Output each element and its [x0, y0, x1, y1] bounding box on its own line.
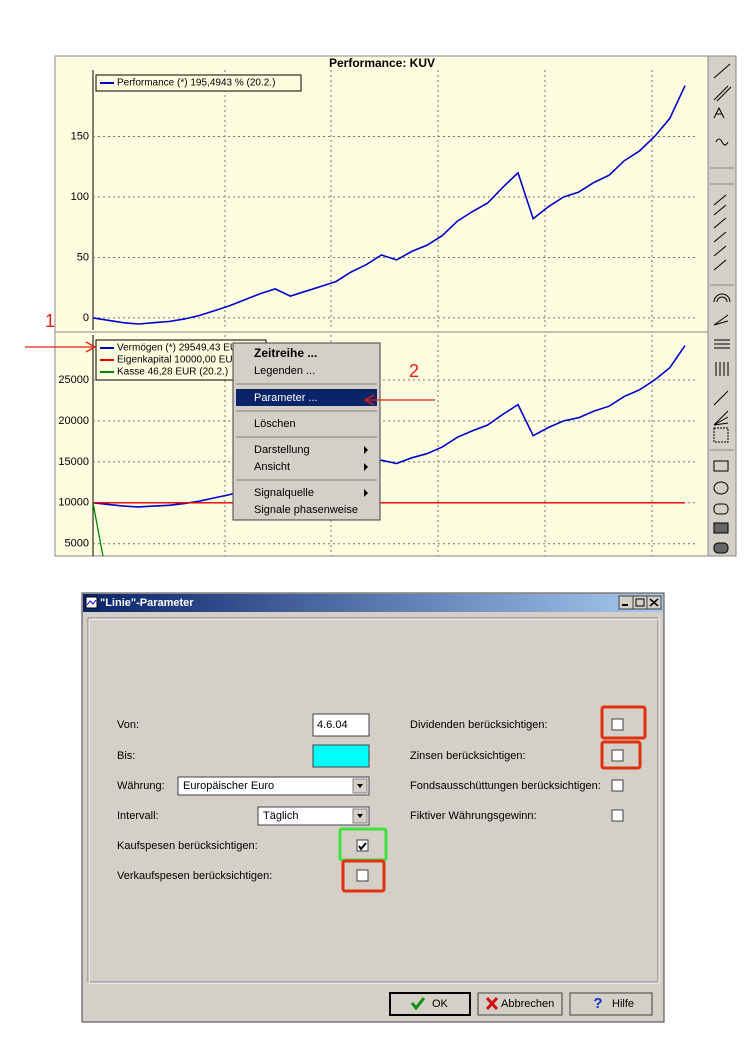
- checkbox-label: Dividenden berücksichtigen:: [410, 719, 548, 731]
- button[interactable]: OK: [389, 992, 471, 1016]
- menu-item[interactable]: Ansicht: [254, 461, 290, 473]
- checkbox[interactable]: [356, 839, 369, 852]
- legend: Performance (*) 195,4943 % (20.2.): [95, 74, 302, 92]
- dialog: "Linie"-Parameter Von: 4.6.04 Bis: Währu…: [81, 592, 665, 1023]
- y-tick-label: 15000: [58, 456, 89, 468]
- checkbox[interactable]: [611, 718, 624, 731]
- select[interactable]: [177, 776, 370, 796]
- checkbox-label: Zinsen berücksichtigen:: [410, 750, 526, 762]
- select[interactable]: [257, 806, 370, 826]
- date-input[interactable]: [312, 713, 370, 737]
- legend-label: Performance (*) 195,4943 % (20.2.): [117, 78, 275, 89]
- annotation-number: 2: [409, 361, 419, 381]
- checkbox-label: Verkaufspesen berücksichtigen:: [117, 870, 272, 882]
- checkbox-label: Fiktiver Währungsgewinn:: [410, 810, 537, 822]
- field-label: Bis:: [117, 750, 135, 762]
- checkbox-label: Fondsausschüttungen berücksichtigen:: [410, 780, 601, 792]
- checkbox[interactable]: [611, 749, 624, 762]
- date-input[interactable]: [312, 744, 370, 768]
- chart-window: [54, 55, 709, 557]
- context-menu: Zeitreihe ... Legenden ... Parameter ...…: [232, 342, 381, 521]
- y-tick-label: 150: [71, 130, 89, 142]
- checkboxes: Kaufspesen berücksichtigen: Verkaufspesen…: [117, 718, 624, 882]
- button-label: Abbrechen: [501, 998, 554, 1010]
- menu-item[interactable]: Legenden ...: [254, 365, 315, 377]
- checkbox[interactable]: [356, 869, 369, 882]
- button-label: OK: [432, 998, 449, 1010]
- field-label: Intervall:: [117, 810, 159, 822]
- legend-label: Vermögen (*) 29549,43 EUR (20.2.): [117, 343, 276, 354]
- menu-item-highlighted[interactable]: Parameter ...: [254, 392, 318, 404]
- legend-label: Kasse 46,28 EUR (20.2.): [117, 367, 228, 378]
- button[interactable]: ? Hilfe: [569, 992, 653, 1016]
- highlight-box: [600, 705, 647, 740]
- y-tick-label: 5000: [65, 538, 89, 550]
- y-tick-label: 100: [71, 191, 89, 203]
- button-label: Hilfe: [612, 998, 634, 1010]
- plot-area: [93, 345, 686, 556]
- menu-item[interactable]: Zeitreihe ...: [254, 346, 317, 360]
- chart-title: Performance: KUV: [329, 56, 435, 70]
- legend-box: [95, 74, 302, 92]
- field-value: Europäischer Euro: [183, 780, 274, 792]
- checkbox-label: Kaufspesen berücksichtigen:: [117, 840, 258, 852]
- y-tick-label: 25000: [58, 374, 89, 386]
- field-label: Währung:: [117, 780, 165, 792]
- dialog-title: "Linie"-Parameter: [100, 597, 194, 609]
- checkbox[interactable]: [611, 809, 624, 822]
- y-tick-label: 10000: [58, 497, 89, 509]
- toolbar: [707, 55, 737, 557]
- field-value: Täglich: [263, 810, 298, 822]
- menu-item[interactable]: Signale phasenweise: [254, 504, 358, 516]
- series-line: [93, 85, 686, 325]
- y-tick-label: 0: [83, 312, 89, 324]
- annotation-number: 1: [45, 311, 55, 331]
- window-buttons[interactable]: [618, 595, 662, 610]
- legend-label: Eigenkapital 10000,00 EUR: [117, 355, 240, 366]
- highlight-box: [341, 859, 386, 893]
- y-tick-label: 20000: [58, 415, 89, 427]
- checkbox[interactable]: [611, 779, 624, 792]
- menu-item[interactable]: Löschen: [254, 418, 296, 430]
- menu-item[interactable]: Darstellung: [254, 444, 310, 456]
- highlight-box: [600, 740, 642, 770]
- annotations: 1 2: [25, 311, 435, 406]
- svg-text:?: ?: [593, 995, 602, 1012]
- button[interactable]: Abbrechen: [477, 992, 563, 1016]
- checkmark: [358, 842, 367, 851]
- field-value: 4.6.04: [317, 719, 348, 731]
- plot-area: [93, 85, 686, 325]
- field-label: Von:: [117, 719, 139, 731]
- y-tick-label: 50: [77, 251, 89, 263]
- menu-item[interactable]: Signalquelle: [254, 487, 314, 499]
